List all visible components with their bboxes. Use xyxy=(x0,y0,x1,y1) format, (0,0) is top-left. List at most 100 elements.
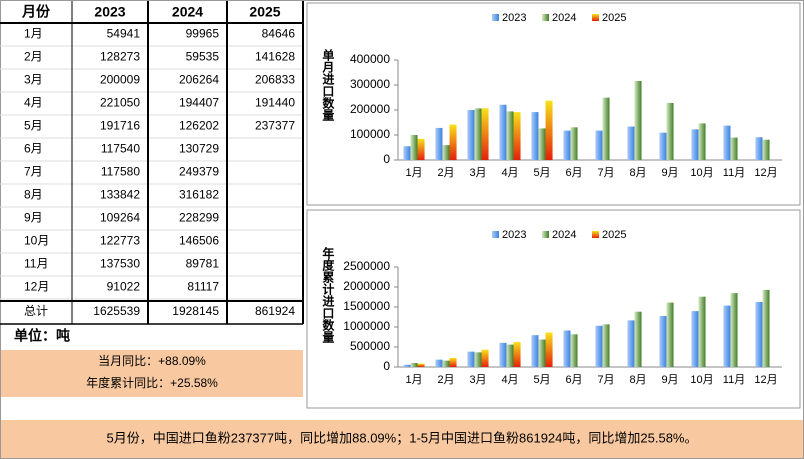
bar xyxy=(435,127,443,160)
x-tick-label: 2月 xyxy=(437,167,454,179)
y-tick-label: 2000000 xyxy=(343,279,390,293)
y-axis-label: 单月进口数量 xyxy=(321,48,335,121)
bar xyxy=(531,112,539,160)
bar xyxy=(730,137,738,160)
table-total: 861924 xyxy=(255,304,295,318)
table-cell: 237377 xyxy=(255,119,295,133)
y-tick-label: 0 xyxy=(383,359,390,373)
table-header: 2024 xyxy=(172,4,203,20)
table-cell: 6月 xyxy=(24,142,43,156)
x-tick-label: 10月 xyxy=(690,374,713,386)
y-tick-label: 500000 xyxy=(350,339,390,353)
table-cell: 228299 xyxy=(179,211,219,225)
bar xyxy=(755,301,763,367)
x-tick-label: 5月 xyxy=(533,374,550,386)
bar xyxy=(499,104,507,160)
yoy-monthly: 当月同比：+88.09% xyxy=(98,354,206,368)
chart-box xyxy=(306,2,801,206)
table-cell: 316182 xyxy=(179,188,219,202)
bar xyxy=(506,344,514,367)
bar xyxy=(570,334,578,367)
bar xyxy=(474,108,482,160)
bar xyxy=(634,311,642,367)
chart-box xyxy=(306,209,801,409)
bar xyxy=(570,127,578,160)
bar xyxy=(634,80,642,160)
table-cell: 133842 xyxy=(100,188,140,202)
y-axis-label: 年度累计进口数量 xyxy=(321,246,335,343)
legend-swatch xyxy=(592,231,599,238)
bar xyxy=(449,357,457,367)
table-cell: 206264 xyxy=(179,73,219,87)
table-cell: 12月 xyxy=(24,280,49,294)
x-tick-label: 8月 xyxy=(629,167,646,179)
bar xyxy=(545,332,553,367)
yoy-cumulative: 年度累计同比：+25.58% xyxy=(86,375,218,390)
table-cell: 128273 xyxy=(100,50,140,64)
bar xyxy=(723,305,731,367)
table-cell: 117580 xyxy=(101,165,140,179)
bar xyxy=(659,132,667,160)
table-cell: 249379 xyxy=(179,165,219,179)
x-tick-label: 5月 xyxy=(533,167,550,179)
legend-label: 2023 xyxy=(502,12,526,24)
legend-swatch xyxy=(492,14,499,21)
x-tick-label: 2月 xyxy=(437,374,454,386)
bar xyxy=(730,293,738,367)
bar xyxy=(602,324,610,367)
x-tick-label: 3月 xyxy=(469,167,486,179)
table-cell: 81117 xyxy=(187,280,219,294)
bar xyxy=(538,339,546,367)
table-cell: 54941 xyxy=(107,27,141,41)
x-tick-label: 6月 xyxy=(565,374,582,386)
table-cell: 91022 xyxy=(107,280,141,294)
legend-swatch xyxy=(492,231,499,238)
table-cell: 2月 xyxy=(24,50,43,64)
bar xyxy=(666,302,674,367)
table-cell: 206833 xyxy=(255,73,295,87)
bar xyxy=(435,359,443,367)
table-cell: 4月 xyxy=(24,96,43,110)
bar xyxy=(627,320,635,367)
bar xyxy=(762,139,770,160)
summary-box xyxy=(1,420,803,458)
bar xyxy=(417,363,425,367)
bar xyxy=(538,128,546,160)
table-cell: 89781 xyxy=(186,257,220,271)
y-tick-label: 2500000 xyxy=(343,259,390,273)
bar xyxy=(513,112,521,160)
y-tick-label: 300000 xyxy=(350,77,390,91)
table-cell: 109264 xyxy=(100,211,140,225)
table-cell: 99965 xyxy=(186,27,220,41)
table-cell: 59535 xyxy=(186,50,220,64)
x-tick-label: 7月 xyxy=(597,167,614,179)
table-cell: 10月 xyxy=(24,234,49,248)
table-cell: 8月 xyxy=(24,188,43,202)
bar xyxy=(513,342,521,367)
legend-label: 2023 xyxy=(502,229,526,241)
x-tick-label: 1月 xyxy=(405,374,422,386)
bar xyxy=(403,364,411,367)
table-cell: 194407 xyxy=(179,96,219,110)
bar xyxy=(467,351,475,367)
y-tick-label: 200000 xyxy=(350,102,390,116)
x-tick-label: 9月 xyxy=(661,167,678,179)
bar xyxy=(691,311,699,367)
bar xyxy=(666,102,674,160)
legend-label: 2025 xyxy=(602,12,626,24)
bar xyxy=(627,126,635,160)
x-tick-label: 11月 xyxy=(723,374,745,386)
x-tick-label: 11月 xyxy=(723,167,745,179)
table-cell: 141628 xyxy=(255,50,295,64)
table-cell: 130729 xyxy=(179,142,219,156)
bar xyxy=(442,145,450,160)
y-tick-label: 1000000 xyxy=(343,319,390,333)
bar xyxy=(563,330,571,367)
y-tick-label: 1500000 xyxy=(343,299,390,313)
table-header: 2025 xyxy=(249,4,280,20)
bar xyxy=(595,130,603,160)
bar xyxy=(691,129,699,160)
x-tick-label: 12月 xyxy=(754,374,777,386)
bar xyxy=(698,296,706,367)
bar xyxy=(467,109,475,160)
